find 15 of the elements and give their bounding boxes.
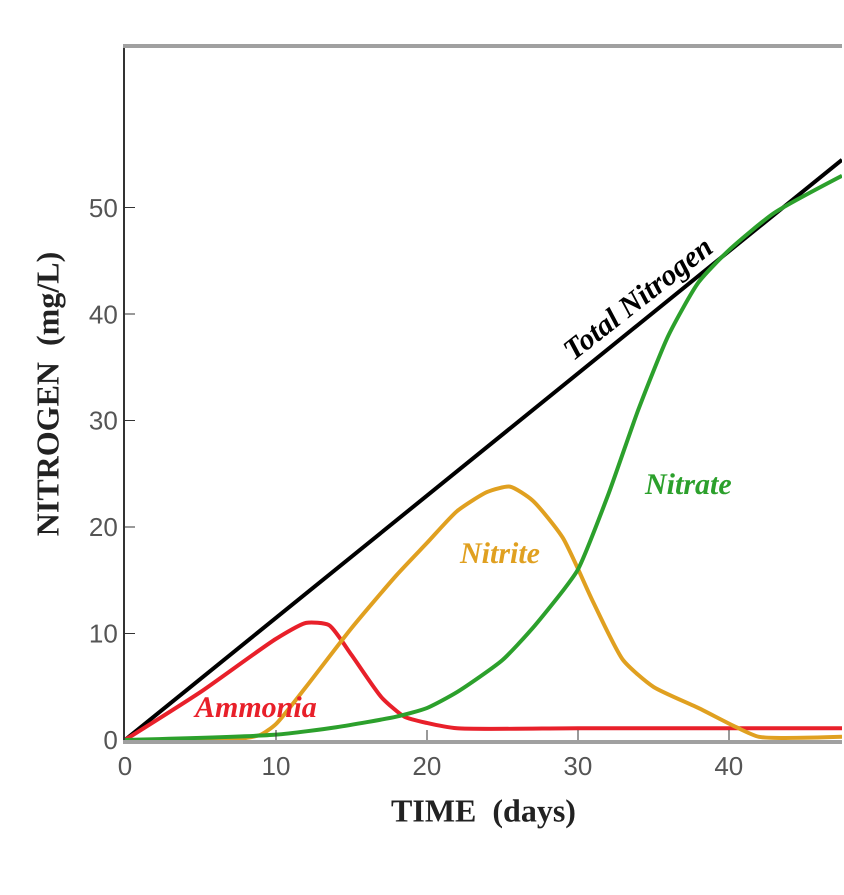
y-tick-label: 0 [103,725,118,756]
y-axis-title: NITROGEN (mg/L) [30,252,67,536]
line-series [125,620,842,740]
y-tick-label: 30 [88,406,118,436]
series-label: Nitrate [644,468,732,501]
y-tick-label: 50 [88,192,118,223]
x-tick-label: 20 [412,751,442,782]
y-tick-label: 10 [88,618,118,649]
series-label: Nitrite [459,537,540,570]
x-tick-label: 40 [714,751,744,782]
x-axis-title: TIME (days) [391,792,576,829]
x-tick-label: 10 [261,751,290,782]
y-tick-label: 40 [88,299,118,330]
x-tick-label: 30 [563,751,592,782]
y-tick-label: 20 [88,512,118,542]
